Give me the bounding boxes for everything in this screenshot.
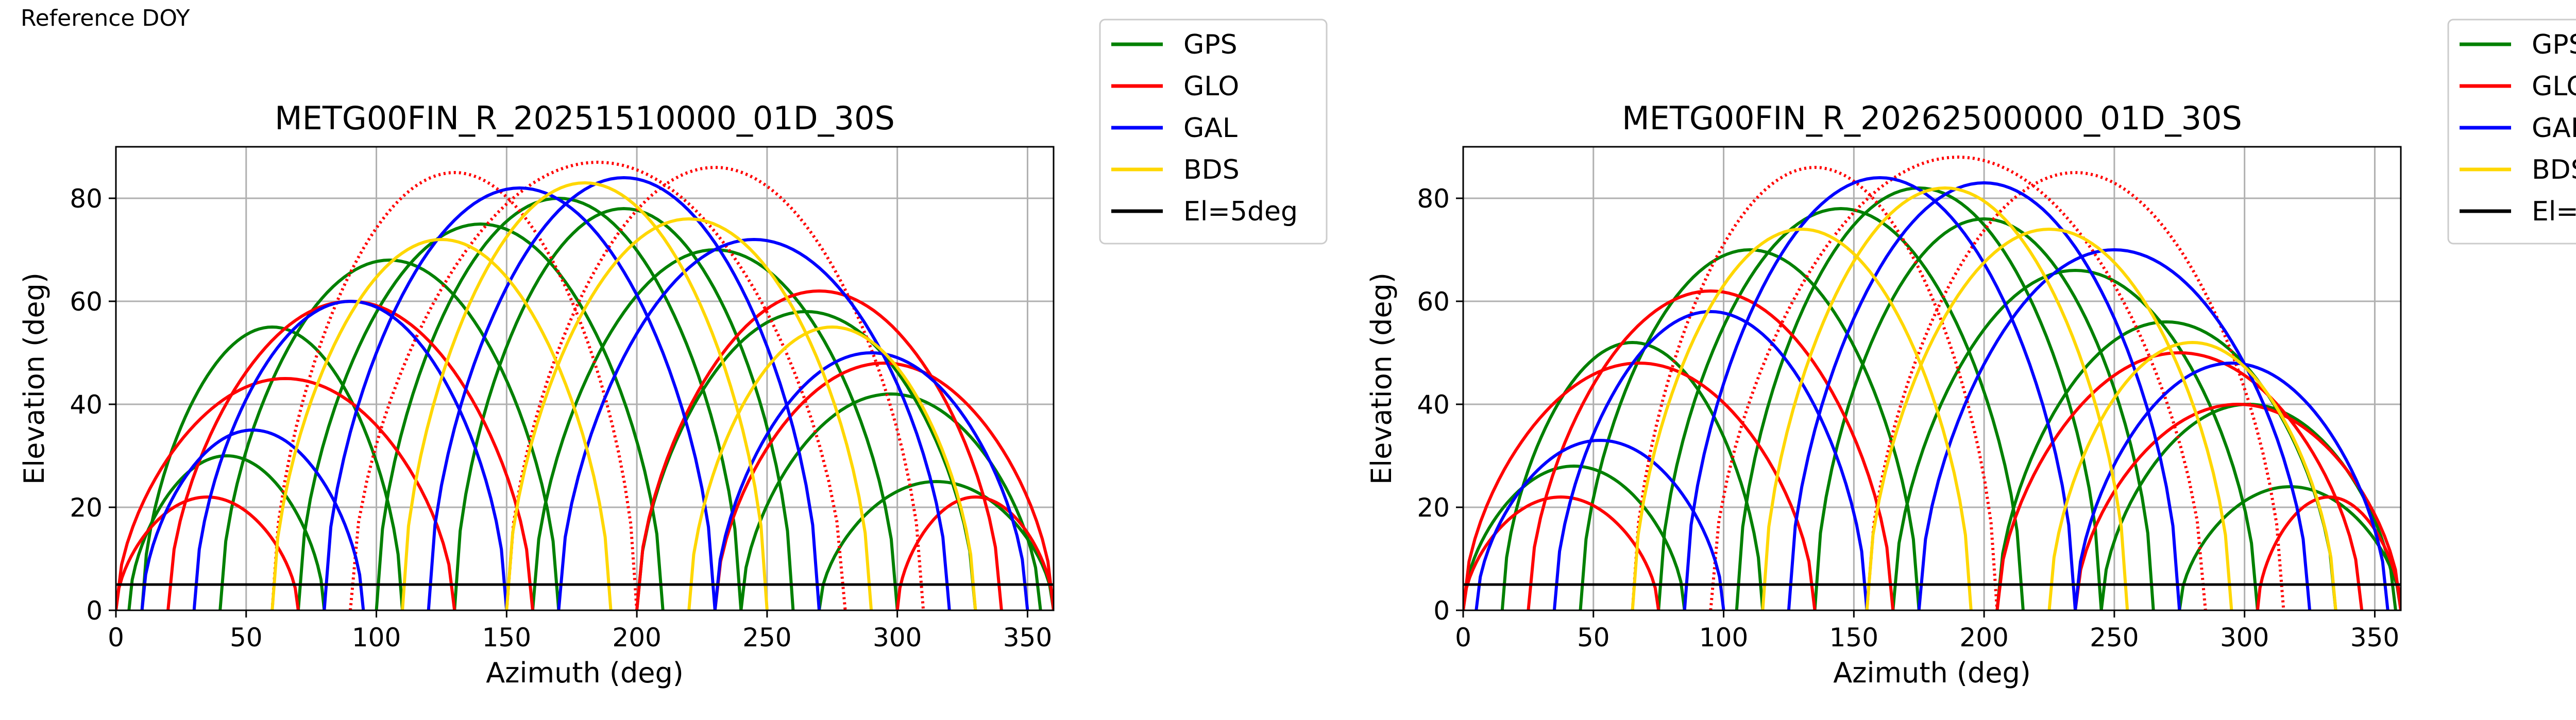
track-glo-6 xyxy=(2074,402,2401,610)
track-gps-6 xyxy=(1891,268,2259,610)
track-gal-1 xyxy=(1552,310,1869,610)
x-axis-label: Azimuth (deg) xyxy=(1833,657,2031,689)
track-glo-4 xyxy=(1865,170,2285,610)
x-tick-label: 150 xyxy=(482,623,531,653)
track-gps-9 xyxy=(127,454,326,610)
track-gps-1 xyxy=(140,325,404,610)
chart-panels: 0 50 100 150 200 250 300 350020406080METG00FIN_… xyxy=(18,19,2576,689)
track-bds-3 xyxy=(1865,227,2233,610)
y-tick-label: 20 xyxy=(70,493,103,523)
y-tick-label: 40 xyxy=(70,390,103,420)
track-gps-7 xyxy=(635,310,977,610)
x-tick-label: 150 xyxy=(1829,623,1878,653)
track-group xyxy=(1463,155,2401,610)
track-glo-7 xyxy=(116,495,300,610)
chart-title: METG00FIN_R_20262500000_01D_30S xyxy=(1622,99,2242,137)
track-gal-5 xyxy=(2074,361,2389,610)
legend-label: GLO xyxy=(2532,71,2576,102)
track-bds-1 xyxy=(270,237,613,610)
legend-label: GAL xyxy=(2532,113,2576,144)
x-tick-label: 100 xyxy=(1699,623,1748,653)
chart-panel-1: 0 50 100 150 200 250 300 350 0 20 40 60 80 METG00FIN_… xyxy=(18,19,1328,689)
legend-label: BDS xyxy=(1183,155,1240,185)
track-bds-4 xyxy=(2047,340,2337,610)
track-gal-6 xyxy=(140,428,365,610)
track-glo-2 xyxy=(1527,289,1895,610)
y-tick-label: 60 xyxy=(70,287,103,317)
x-tick-label: 250 xyxy=(2090,623,2139,653)
track-glo-5 xyxy=(1995,351,2364,610)
x-tick-label: 200 xyxy=(1959,623,2008,653)
y-tick-label: 80 xyxy=(1417,184,1450,214)
track-gal-1 xyxy=(192,299,509,610)
x-tick-label: 350 xyxy=(1003,623,1052,653)
chart-panel-2: 0 50 100 150 200 250 300 350 0 20 40 60 80 METG00FIN_… xyxy=(1365,19,2576,689)
track-gps-1 xyxy=(1500,340,1765,610)
y-tick-label: 80 xyxy=(70,184,103,214)
x-tick-label: 350 xyxy=(2350,623,2399,653)
track-glo-5 xyxy=(635,289,1003,610)
track-gps-10 xyxy=(2178,485,2401,610)
x-tick-label: 100 xyxy=(352,623,401,653)
figure-suptitle: Reference DOY xyxy=(21,5,190,31)
track-gal-3 xyxy=(427,176,821,610)
legend-label: El=5deg xyxy=(1183,196,1298,227)
track-gal-3 xyxy=(1787,181,2181,610)
track-gal-6 xyxy=(1475,438,1725,610)
legend: GPS GLO GAL BDS El=5deg xyxy=(1099,19,1328,245)
x-tick-label: 50 xyxy=(230,623,263,653)
track-gps-9 xyxy=(1463,464,1686,610)
x-tick-label: 250 xyxy=(742,623,791,653)
track-bds-4 xyxy=(687,325,977,610)
legend-label: GAL xyxy=(1183,113,1238,144)
track-glo-9 xyxy=(349,160,847,610)
track-glo-8 xyxy=(895,495,1054,610)
legend-box xyxy=(1099,19,1328,245)
track-glo-1 xyxy=(1463,361,1817,610)
track-gal-5 xyxy=(713,351,1029,610)
y-tick-label: 40 xyxy=(1417,390,1450,420)
track-glo-6 xyxy=(713,361,1054,610)
y-tick-label: 0 xyxy=(86,596,103,626)
axes-frame xyxy=(115,146,1055,611)
legend-label: GLO xyxy=(1183,71,1239,102)
track-gps-2 xyxy=(218,258,561,610)
x-tick-label: 200 xyxy=(612,623,661,653)
y-axis-label: Elevation (deg) xyxy=(18,272,50,485)
y-tick-label: 20 xyxy=(1417,493,1450,523)
legend-label: BDS xyxy=(2532,155,2576,185)
track-glo-3 xyxy=(270,170,639,610)
x-tick-label: 300 xyxy=(873,623,922,653)
track-gal-4 xyxy=(557,237,951,610)
y-tick-label: 60 xyxy=(1417,287,1450,317)
x-axis-label: Azimuth (deg) xyxy=(486,657,684,689)
axes-frame xyxy=(1462,146,2402,611)
track-gal-2 xyxy=(323,186,717,610)
track-group xyxy=(116,160,1054,610)
plot-area xyxy=(1463,147,2401,610)
y-tick-label: 0 xyxy=(1433,596,1450,626)
track-bds-1 xyxy=(1631,227,1973,610)
x-tick-label: 0 xyxy=(108,623,124,653)
legend: GPS GLO GAL BDS El=5deg xyxy=(2447,19,2576,245)
legend-label: El=5deg xyxy=(2532,196,2576,227)
y-axis-label: Elevation (deg) xyxy=(1365,272,1398,485)
track-gal-2 xyxy=(1683,176,2077,610)
x-tick-label: 0 xyxy=(1455,623,1471,653)
legend-box xyxy=(2447,19,2576,245)
track-bds-2 xyxy=(401,181,769,610)
legend-label: GPS xyxy=(1183,29,1238,60)
x-tick-label: 50 xyxy=(1577,623,1610,653)
legend-label: GPS xyxy=(2532,29,2576,60)
track-glo-1 xyxy=(116,376,456,610)
chart-title: METG00FIN_R_20251510000_01D_30S xyxy=(275,99,895,137)
track-bds-3 xyxy=(505,217,873,610)
track-gps-5 xyxy=(1813,217,2155,610)
track-gps-3 xyxy=(1657,207,2025,610)
x-tick-label: 300 xyxy=(2220,623,2269,653)
track-bds-2 xyxy=(1761,186,2129,610)
track-glo-9 xyxy=(1709,155,2207,610)
track-glo-3 xyxy=(1631,165,1999,610)
